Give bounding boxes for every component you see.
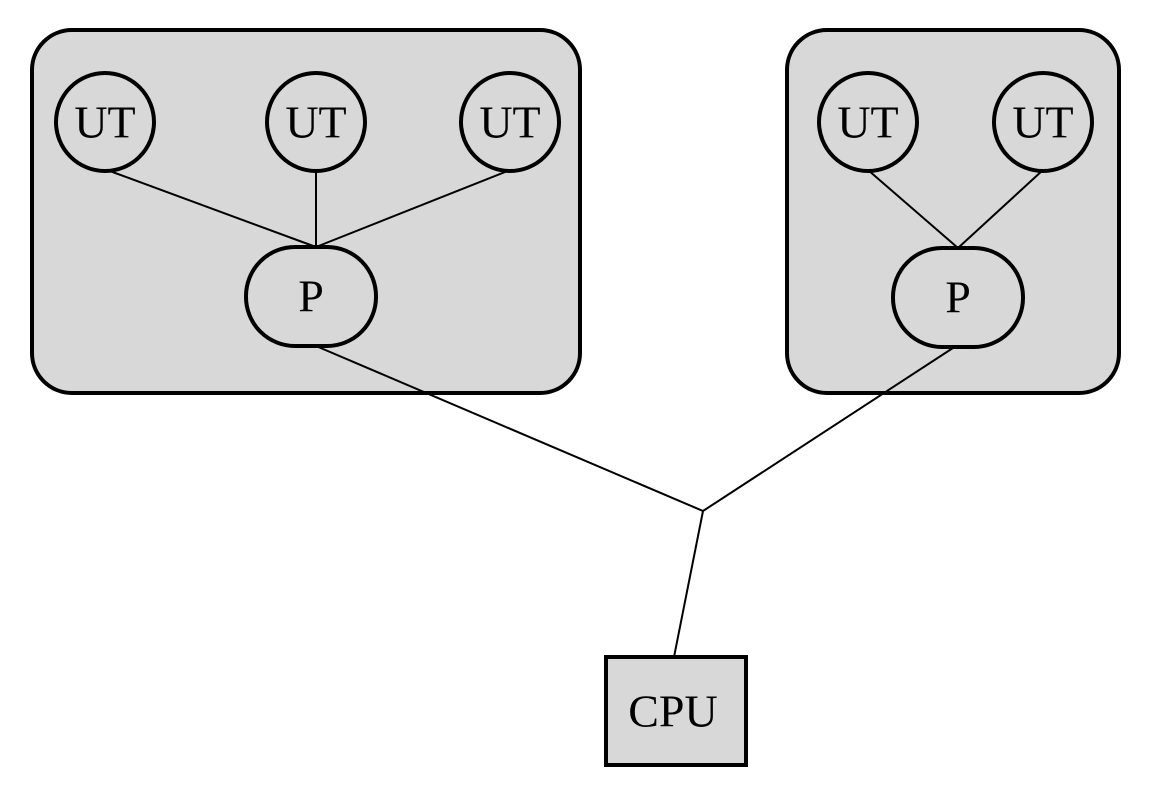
edge-ut3-p-left [315, 169, 511, 248]
edge-p-left-junction [315, 345, 704, 512]
edge-p-right-junction [702, 345, 957, 512]
terminal-label: UT [285, 97, 346, 148]
processor-node-left: P [244, 245, 378, 348]
terminal-node: UT [817, 71, 919, 173]
terminal-node: UT [992, 71, 1094, 173]
processor-node-right: P [891, 246, 1025, 349]
edge-ut1-p-left [106, 169, 317, 248]
processor-label: P [945, 272, 971, 323]
terminal-node: UT [265, 71, 367, 173]
terminal-label: UT [1012, 97, 1073, 148]
terminal-node: UT [459, 71, 561, 173]
edge-ut2-p-right [957, 169, 1044, 249]
edge-junction-cpu [673, 510, 704, 658]
group-left-box [30, 28, 582, 395]
terminal-label: UT [837, 97, 898, 148]
terminal-label: UT [479, 97, 540, 148]
cpu-label: CPU [628, 686, 717, 737]
cpu-node: CPU [604, 655, 748, 767]
terminal-label: UT [74, 97, 135, 148]
edge-ut1-p-right [867, 169, 959, 249]
terminal-node: UT [54, 71, 156, 173]
processor-label: P [298, 271, 324, 322]
